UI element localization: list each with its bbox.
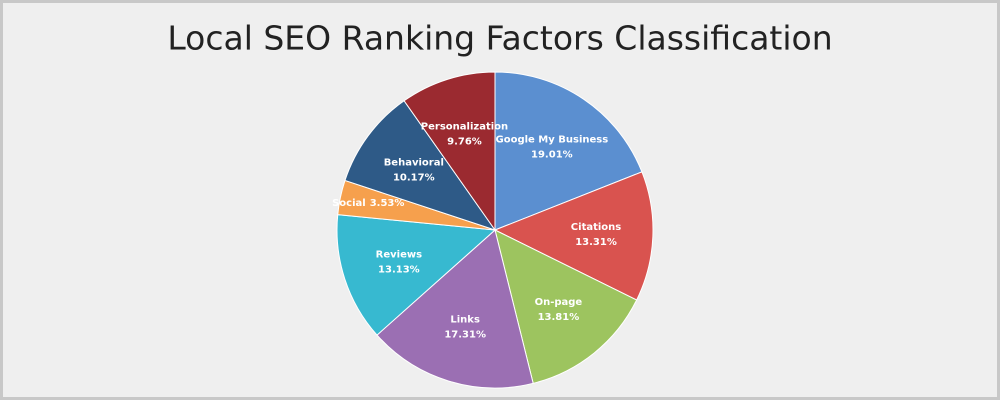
pie-slice: [494, 71, 643, 231]
slice-name: Social: [332, 198, 366, 209]
slice-name: Behavioral: [384, 158, 444, 169]
chart-title: Local SEO Ranking Factors Classification: [167, 19, 832, 58]
slice-value: 9.76%: [447, 137, 482, 148]
pie-slice: [403, 71, 496, 232]
slice-name: Reviews: [376, 249, 422, 260]
slice-value: 17.31%: [444, 330, 486, 341]
pie-slice: [344, 100, 497, 231]
pie-slice: [493, 171, 654, 301]
slice-value: 13.31%: [575, 237, 617, 248]
slice-value: 3.53%: [370, 198, 405, 209]
slice-value: 13.81%: [538, 312, 580, 323]
pie-slice: [376, 229, 534, 389]
slice-name: Citations: [571, 222, 621, 233]
pie-slice: [494, 229, 638, 384]
pie-slice: [336, 214, 497, 336]
slice-name: On-page: [535, 297, 583, 308]
slice-value: 13.13%: [378, 264, 420, 275]
slice-value: 10.17%: [393, 173, 435, 184]
slice-name: Personalization: [421, 122, 508, 133]
slice-label: Social 3.53%: [332, 198, 404, 209]
slice-name: Google My Business: [496, 134, 609, 145]
slice-name: Links: [450, 315, 480, 326]
slice-value: 19.01%: [531, 149, 573, 160]
